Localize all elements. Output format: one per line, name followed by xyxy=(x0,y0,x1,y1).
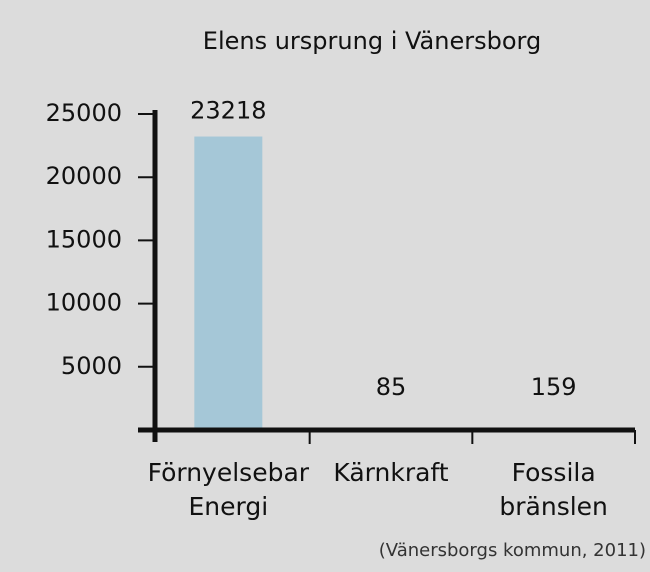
x-tick-label: Kärnkraft xyxy=(333,458,449,487)
y-tick-label: 15000 xyxy=(46,225,122,253)
chart-title: Elens ursprung i Vänersborg xyxy=(203,27,541,55)
x-tick-label: Förnyelsebar Energi xyxy=(147,458,310,521)
y-tick-label: 25000 xyxy=(46,99,122,127)
source: (Vänersborgs kommun, 2011) xyxy=(378,540,646,561)
bar xyxy=(194,136,263,430)
value-label: 23218 xyxy=(190,97,266,125)
x-tick-label: Fossila bränslen xyxy=(499,458,608,521)
y-tick-label: 10000 xyxy=(46,289,122,317)
y-tick-label: 5000 xyxy=(61,352,122,380)
value-label: 85 xyxy=(376,373,407,401)
y-tick-label: 20000 xyxy=(46,162,122,190)
value-label: 159 xyxy=(531,373,577,401)
